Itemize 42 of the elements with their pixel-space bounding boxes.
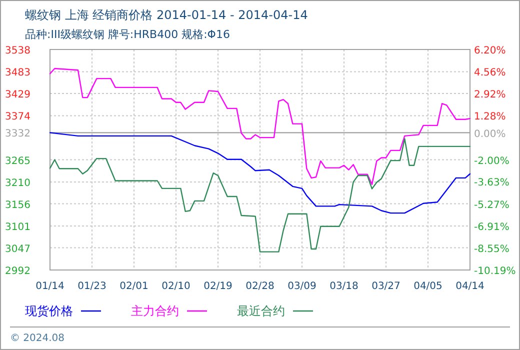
y2-tick-label: -8.55% [474, 244, 510, 255]
y2-tick-label: 0.00% [474, 128, 506, 140]
y-tick-label: 3156 [5, 200, 30, 211]
y2-tick-label: -5.27% [474, 200, 510, 211]
x-tick-label: 02/10 [162, 281, 190, 292]
x-tick-label: 02/01 [120, 281, 148, 292]
y-tick-label: 3483 [5, 68, 30, 79]
legend-label: 现货价格 [25, 304, 73, 318]
y-tick-label: 3265 [5, 156, 30, 167]
y2-tick-label: 1.28% [474, 112, 506, 123]
legend-label: 最近合约 [237, 304, 285, 318]
line-series [49, 138, 471, 252]
y-tick-label: 3429 [5, 90, 30, 101]
line-series [49, 68, 471, 185]
chart-subtitle: 品种:III级螺纹钢 牌号:HRB400 规格:Φ16 [25, 28, 230, 41]
text: © 2024.08 [10, 333, 65, 344]
y-tick-label: 3101 [5, 222, 30, 233]
y2-tick-label: -10.19% [474, 266, 516, 277]
x-tick-label: 04/14 [456, 281, 484, 292]
y-tick-label: 3374 [5, 112, 30, 123]
line-series [49, 132, 471, 214]
y-tick-label: 3538 [5, 46, 30, 56]
y2-tick-label: -3.63% [474, 178, 510, 189]
y-tick-label: 2992 [5, 266, 30, 277]
x-tick-label: 02/19 [204, 281, 232, 292]
y2-tick-label: 2.92% [474, 90, 506, 101]
y-tick-label: 3047 [5, 244, 30, 255]
x-tick-label: 03/18 [330, 281, 358, 292]
x-tick-label: 04/05 [414, 281, 442, 292]
legend-label: 主力合约 [131, 304, 179, 318]
y2-tick-label: -6.91% [474, 222, 510, 233]
x-tick-label: 02/28 [246, 281, 274, 292]
chart-title: 螺纹钢 上海 经销商价格 2014-01-14 - 2014-04-14 [25, 8, 308, 22]
y2-tick-label: 4.56% [474, 68, 506, 79]
x-tick-label: 01/14 [36, 281, 64, 292]
x-tick-label: 01/23 [78, 281, 106, 292]
y-tick-label: 3210 [5, 178, 30, 189]
y2-tick-label: -2.00% [474, 156, 510, 167]
y-tick-label: 3332 [5, 128, 30, 140]
y2-tick-label: 6.20% [474, 46, 506, 56]
x-tick-label: 03/09 [288, 281, 316, 292]
x-tick-label: 03/27 [372, 281, 400, 292]
